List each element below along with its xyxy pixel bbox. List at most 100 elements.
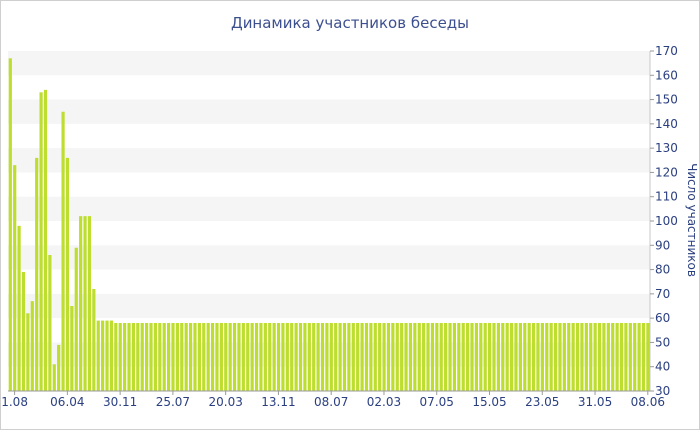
bar xyxy=(259,323,263,391)
bar xyxy=(536,323,540,391)
bar xyxy=(483,323,487,391)
bar xyxy=(180,323,184,391)
bar xyxy=(589,323,593,391)
bar xyxy=(457,323,461,391)
bar xyxy=(567,323,571,391)
y-tick-label: 50 xyxy=(655,335,670,349)
y-tick-label: 80 xyxy=(655,263,670,277)
bar xyxy=(197,323,201,391)
bar xyxy=(26,313,30,391)
bar xyxy=(250,323,254,391)
bar xyxy=(474,323,479,391)
bar xyxy=(395,323,399,391)
bar xyxy=(224,323,228,391)
bar xyxy=(30,301,34,391)
x-tick-label: 06.04 xyxy=(50,395,84,409)
x-tick-label: 07.05 xyxy=(420,395,454,409)
bar xyxy=(127,323,131,391)
bar xyxy=(83,216,87,391)
y-tick-label: 40 xyxy=(655,360,670,374)
y-tick-label: 170 xyxy=(655,44,678,58)
bar xyxy=(268,323,272,391)
bar xyxy=(593,323,597,391)
bar xyxy=(404,323,408,391)
grid-band xyxy=(8,245,650,270)
bar xyxy=(435,323,439,391)
bar xyxy=(509,323,514,391)
bar xyxy=(149,323,153,391)
x-tick-label: 20.03 xyxy=(208,395,242,409)
bar xyxy=(382,323,386,391)
bar xyxy=(611,323,615,391)
chart-title: Динамика участников беседы xyxy=(231,14,469,32)
bar xyxy=(35,157,39,391)
bar xyxy=(193,323,197,391)
bar xyxy=(87,216,92,391)
bar xyxy=(633,323,637,391)
bar xyxy=(92,289,96,391)
bar xyxy=(571,323,575,391)
bar xyxy=(131,323,136,391)
bar xyxy=(188,323,193,391)
bar xyxy=(360,323,364,391)
bar xyxy=(439,323,443,391)
x-tick-label: 02.03 xyxy=(367,395,401,409)
y-tick-label: 70 xyxy=(655,287,670,301)
y-tick-label: 30 xyxy=(655,384,670,398)
bar xyxy=(290,323,294,391)
x-tick-label: 31.05 xyxy=(578,395,612,409)
y-axis: 30 40 50 60 70 80 90 100 110 120 130 140 150 160 170 xyxy=(649,44,678,398)
bar xyxy=(325,323,329,391)
bar xyxy=(417,323,421,391)
x-tick-label: 30.11 xyxy=(103,395,137,409)
x-tick-label: 25.07 xyxy=(156,395,190,409)
x-tick-label: 15.05 xyxy=(472,395,506,409)
y-tick-label: 110 xyxy=(655,190,678,204)
bar xyxy=(153,323,158,391)
bar xyxy=(448,323,452,391)
bar xyxy=(167,323,171,391)
bar xyxy=(118,323,122,391)
bar xyxy=(624,323,628,391)
bar xyxy=(123,323,127,391)
bar xyxy=(514,323,518,391)
bar xyxy=(501,323,505,391)
grid-band xyxy=(8,99,650,124)
grid-band xyxy=(8,342,650,367)
bar xyxy=(470,323,474,391)
x-axis: 1.08 06.04 30.11 25.07 20.03 13.11 08.07 02.03 0… xyxy=(1,391,665,409)
bar xyxy=(276,323,281,391)
bar xyxy=(461,323,465,391)
y-tick-label: 90 xyxy=(655,238,670,252)
bar xyxy=(232,323,237,391)
bar xyxy=(114,323,118,391)
x-tick-label: 08.07 xyxy=(314,395,348,409)
bar xyxy=(531,323,536,391)
bar xyxy=(342,323,347,391)
x-tick-label: 08.06 xyxy=(631,395,665,409)
bar xyxy=(540,323,544,391)
bar xyxy=(48,255,52,391)
bar xyxy=(39,92,43,391)
bar xyxy=(175,323,179,391)
bar xyxy=(241,323,245,391)
bar-series xyxy=(8,58,650,392)
bar xyxy=(637,323,641,391)
bar xyxy=(488,323,492,391)
bar xyxy=(430,323,435,391)
bar xyxy=(628,323,632,391)
bar xyxy=(52,364,56,391)
bar xyxy=(228,323,232,391)
y-axis-label: Число участников xyxy=(685,163,699,277)
bar xyxy=(237,323,241,391)
bar xyxy=(13,165,17,391)
bar xyxy=(162,323,166,391)
bar xyxy=(527,323,531,391)
y-tick-label: 160 xyxy=(655,68,678,82)
bar xyxy=(452,323,457,391)
bar xyxy=(408,323,413,391)
bar xyxy=(373,323,377,391)
bar xyxy=(347,323,351,391)
bar xyxy=(298,323,303,391)
bar xyxy=(219,323,223,391)
